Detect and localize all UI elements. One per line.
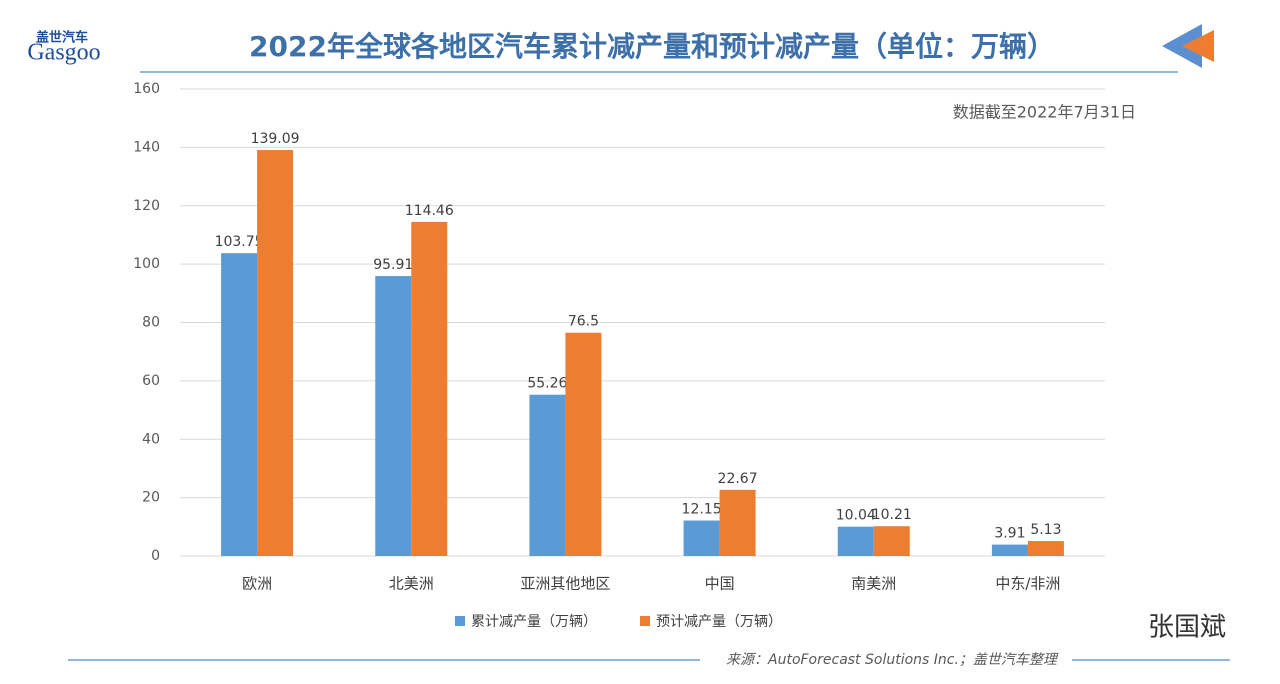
legend-label: 预计减产量（万辆） xyxy=(656,614,782,630)
value-label: 10.04 xyxy=(836,508,876,524)
value-label: 139.09 xyxy=(251,131,300,147)
logo-cn: 盖世汽车 xyxy=(36,30,88,46)
x-tick-label: 中国 xyxy=(705,575,735,593)
deco-arrow xyxy=(1182,30,1214,62)
value-label: 95.91 xyxy=(373,257,413,273)
bar xyxy=(719,489,756,556)
y-tick-label: 80 xyxy=(142,315,160,331)
note: 数据截至2022年7月31日 xyxy=(953,103,1136,122)
legend-swatch xyxy=(640,616,650,626)
x-tick-label: 欧洲 xyxy=(242,575,272,593)
bar xyxy=(529,394,566,556)
bar xyxy=(565,332,602,556)
bar xyxy=(411,221,448,557)
y-tick-label: 60 xyxy=(142,373,160,389)
value-label: 10.21 xyxy=(872,507,912,523)
value-label: 55.26 xyxy=(527,376,567,392)
x-tick-label: 南美洲 xyxy=(851,575,896,593)
y-tick-label: 140 xyxy=(133,139,160,155)
legend-swatch xyxy=(455,616,465,626)
bar xyxy=(257,150,294,556)
y-tick-label: 0 xyxy=(151,548,160,564)
value-label: 114.46 xyxy=(405,203,454,219)
y-tick-label: 120 xyxy=(133,198,160,214)
bar xyxy=(683,520,720,556)
bar xyxy=(837,526,874,556)
bar xyxy=(873,526,910,556)
logo: Gasgoo xyxy=(27,40,100,66)
bar xyxy=(221,253,258,556)
watermark: 张国斌 xyxy=(1148,613,1226,643)
value-label: 3.91 xyxy=(994,526,1025,542)
y-tick-label: 40 xyxy=(142,431,160,447)
x-tick-label: 亚洲其他地区 xyxy=(520,575,610,593)
value-label: 76.5 xyxy=(568,314,599,330)
value-label: 5.13 xyxy=(1030,522,1061,538)
x-tick-label: 北美洲 xyxy=(389,575,434,593)
bar xyxy=(1027,541,1064,556)
bar xyxy=(375,276,412,556)
value-label: 12.15 xyxy=(682,502,722,518)
bar xyxy=(991,544,1028,556)
y-tick-label: 160 xyxy=(133,81,160,97)
legend-label: 累计减产量（万辆） xyxy=(471,614,597,630)
source: 来源：AutoForecast Solutions Inc.；盖世汽车整理 xyxy=(726,652,1059,668)
value-label: 103.75 xyxy=(215,234,264,250)
y-tick-label: 20 xyxy=(142,490,160,506)
chart-title: 2022年全球各地区汽车累计减产量和预计减产量（单位：万辆） xyxy=(249,30,1055,63)
y-tick-label: 100 xyxy=(133,256,160,272)
value-label: 22.67 xyxy=(718,471,758,487)
x-tick-label: 中东/非洲 xyxy=(995,575,1060,593)
